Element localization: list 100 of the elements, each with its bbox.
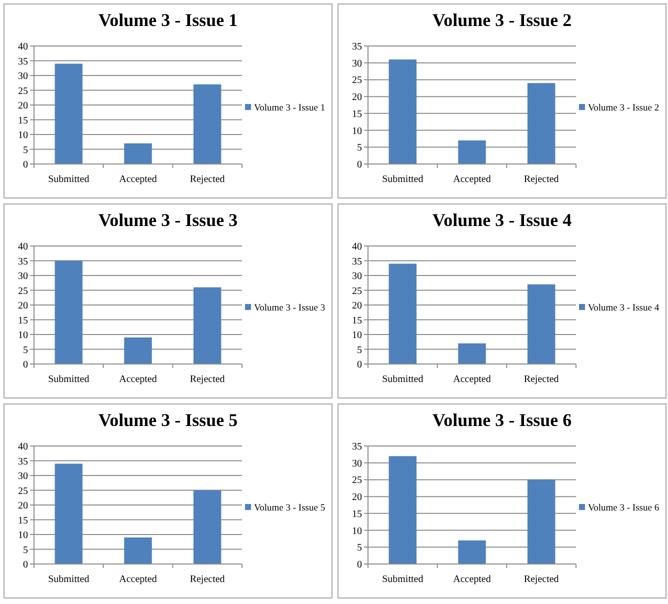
y-tick-label: 0 (23, 360, 28, 370)
bar (388, 59, 417, 164)
y-tick-label: 30 (352, 58, 362, 70)
y-tick-label: 10 (352, 330, 362, 341)
y-tick-label: 10 (18, 330, 28, 341)
y-tick-label: 0 (357, 160, 362, 170)
legend-label: Volume 3 - Issue 4 (588, 303, 660, 314)
bar (458, 540, 486, 564)
y-tick-label: 20 (352, 300, 362, 312)
y-tick-label: 15 (352, 108, 362, 120)
bar (54, 464, 83, 564)
y-tick-label: 5 (357, 344, 362, 356)
y-tick-label: 40 (18, 42, 28, 52)
x-tick-label: Submitted (382, 374, 424, 385)
y-tick-label: 10 (352, 526, 362, 537)
y-tick-label: 0 (357, 560, 362, 570)
y-tick-label: 5 (23, 344, 28, 356)
x-tick-label: Accepted (453, 374, 491, 385)
y-tick-label: 0 (23, 160, 28, 170)
bar (527, 480, 556, 564)
bar (54, 260, 83, 364)
y-tick-label: 35 (352, 42, 362, 52)
y-tick-label: 30 (18, 271, 28, 282)
chart-title: Volume 3 - Issue 3 (98, 210, 238, 230)
chart-title: Volume 3 - Issue 5 (98, 410, 238, 430)
chart-title: Volume 3 - Issue 2 (432, 10, 572, 30)
y-tick-label: 25 (18, 486, 28, 497)
x-tick-label: Rejected (190, 374, 225, 385)
x-tick-label: Submitted (48, 374, 90, 385)
x-tick-label: Accepted (453, 574, 491, 585)
legend-label: Volume 3 - Issue 1 (254, 103, 326, 114)
bar (193, 84, 222, 164)
y-tick-label: 20 (352, 492, 362, 504)
x-tick-label: Submitted (48, 574, 90, 585)
y-tick-label: 5 (23, 544, 28, 556)
x-tick-label: Accepted (119, 574, 157, 585)
bar (527, 83, 556, 164)
legend-label: Volume 3 - Issue 5 (254, 503, 326, 514)
bar (458, 140, 486, 164)
y-tick-label: 25 (352, 475, 362, 486)
y-tick-label: 25 (352, 75, 362, 86)
y-tick-label: 20 (18, 100, 28, 112)
bar (124, 143, 152, 164)
chart-title: Volume 3 - Issue 6 (432, 410, 572, 430)
y-tick-label: 5 (357, 542, 362, 554)
x-tick-label: Accepted (119, 374, 157, 385)
y-tick-label: 40 (18, 442, 28, 452)
bar (388, 456, 417, 564)
x-tick-label: Rejected (524, 174, 559, 185)
bar (388, 264, 417, 364)
y-tick-label: 30 (352, 458, 362, 470)
y-tick-label: 15 (18, 115, 28, 126)
y-tick-label: 20 (352, 92, 362, 104)
y-tick-label: 40 (352, 242, 362, 252)
y-tick-label: 0 (357, 360, 362, 370)
y-tick-label: 30 (18, 71, 28, 82)
y-tick-label: 15 (352, 315, 362, 326)
y-tick-label: 25 (352, 286, 362, 297)
y-tick-label: 15 (18, 315, 28, 326)
y-tick-label: 10 (352, 126, 362, 137)
bar (527, 284, 556, 364)
y-tick-label: 25 (18, 86, 28, 97)
y-tick-label: 20 (18, 300, 28, 312)
bar (124, 337, 152, 364)
bar (458, 343, 486, 364)
legend-label: Volume 3 - Issue 6 (588, 503, 660, 514)
y-tick-label: 5 (357, 142, 362, 154)
y-tick-label: 0 (23, 560, 28, 570)
y-tick-label: 5 (23, 144, 28, 156)
y-tick-label: 40 (18, 242, 28, 252)
x-tick-label: Rejected (524, 574, 559, 585)
y-tick-label: 35 (18, 56, 28, 68)
y-tick-label: 10 (18, 130, 28, 141)
x-tick-label: Accepted (453, 174, 491, 185)
y-tick-label: 35 (18, 456, 28, 468)
chart-title: Volume 3 - Issue 4 (432, 210, 572, 230)
y-tick-label: 30 (18, 471, 28, 482)
x-tick-label: Rejected (524, 374, 559, 385)
y-tick-label: 15 (352, 508, 362, 520)
bar (193, 287, 222, 364)
legend-label: Volume 3 - Issue 3 (254, 303, 326, 314)
bar (193, 490, 222, 564)
x-tick-label: Accepted (119, 174, 157, 185)
y-tick-label: 35 (352, 256, 362, 268)
y-tick-label: 30 (352, 271, 362, 282)
x-tick-label: Submitted (382, 574, 424, 585)
x-tick-label: Submitted (382, 174, 424, 185)
y-tick-label: 20 (18, 500, 28, 512)
bar (124, 537, 152, 564)
y-tick-label: 15 (18, 515, 28, 526)
y-tick-label: 35 (18, 256, 28, 268)
y-tick-label: 25 (18, 286, 28, 297)
y-tick-label: 35 (352, 442, 362, 452)
x-tick-label: Rejected (190, 574, 225, 585)
x-tick-label: Submitted (48, 174, 90, 185)
bar (54, 64, 83, 164)
chart-title: Volume 3 - Issue 1 (98, 10, 238, 30)
legend-label: Volume 3 - Issue 2 (588, 103, 660, 114)
y-tick-label: 10 (18, 530, 28, 541)
x-tick-label: Rejected (190, 174, 225, 185)
